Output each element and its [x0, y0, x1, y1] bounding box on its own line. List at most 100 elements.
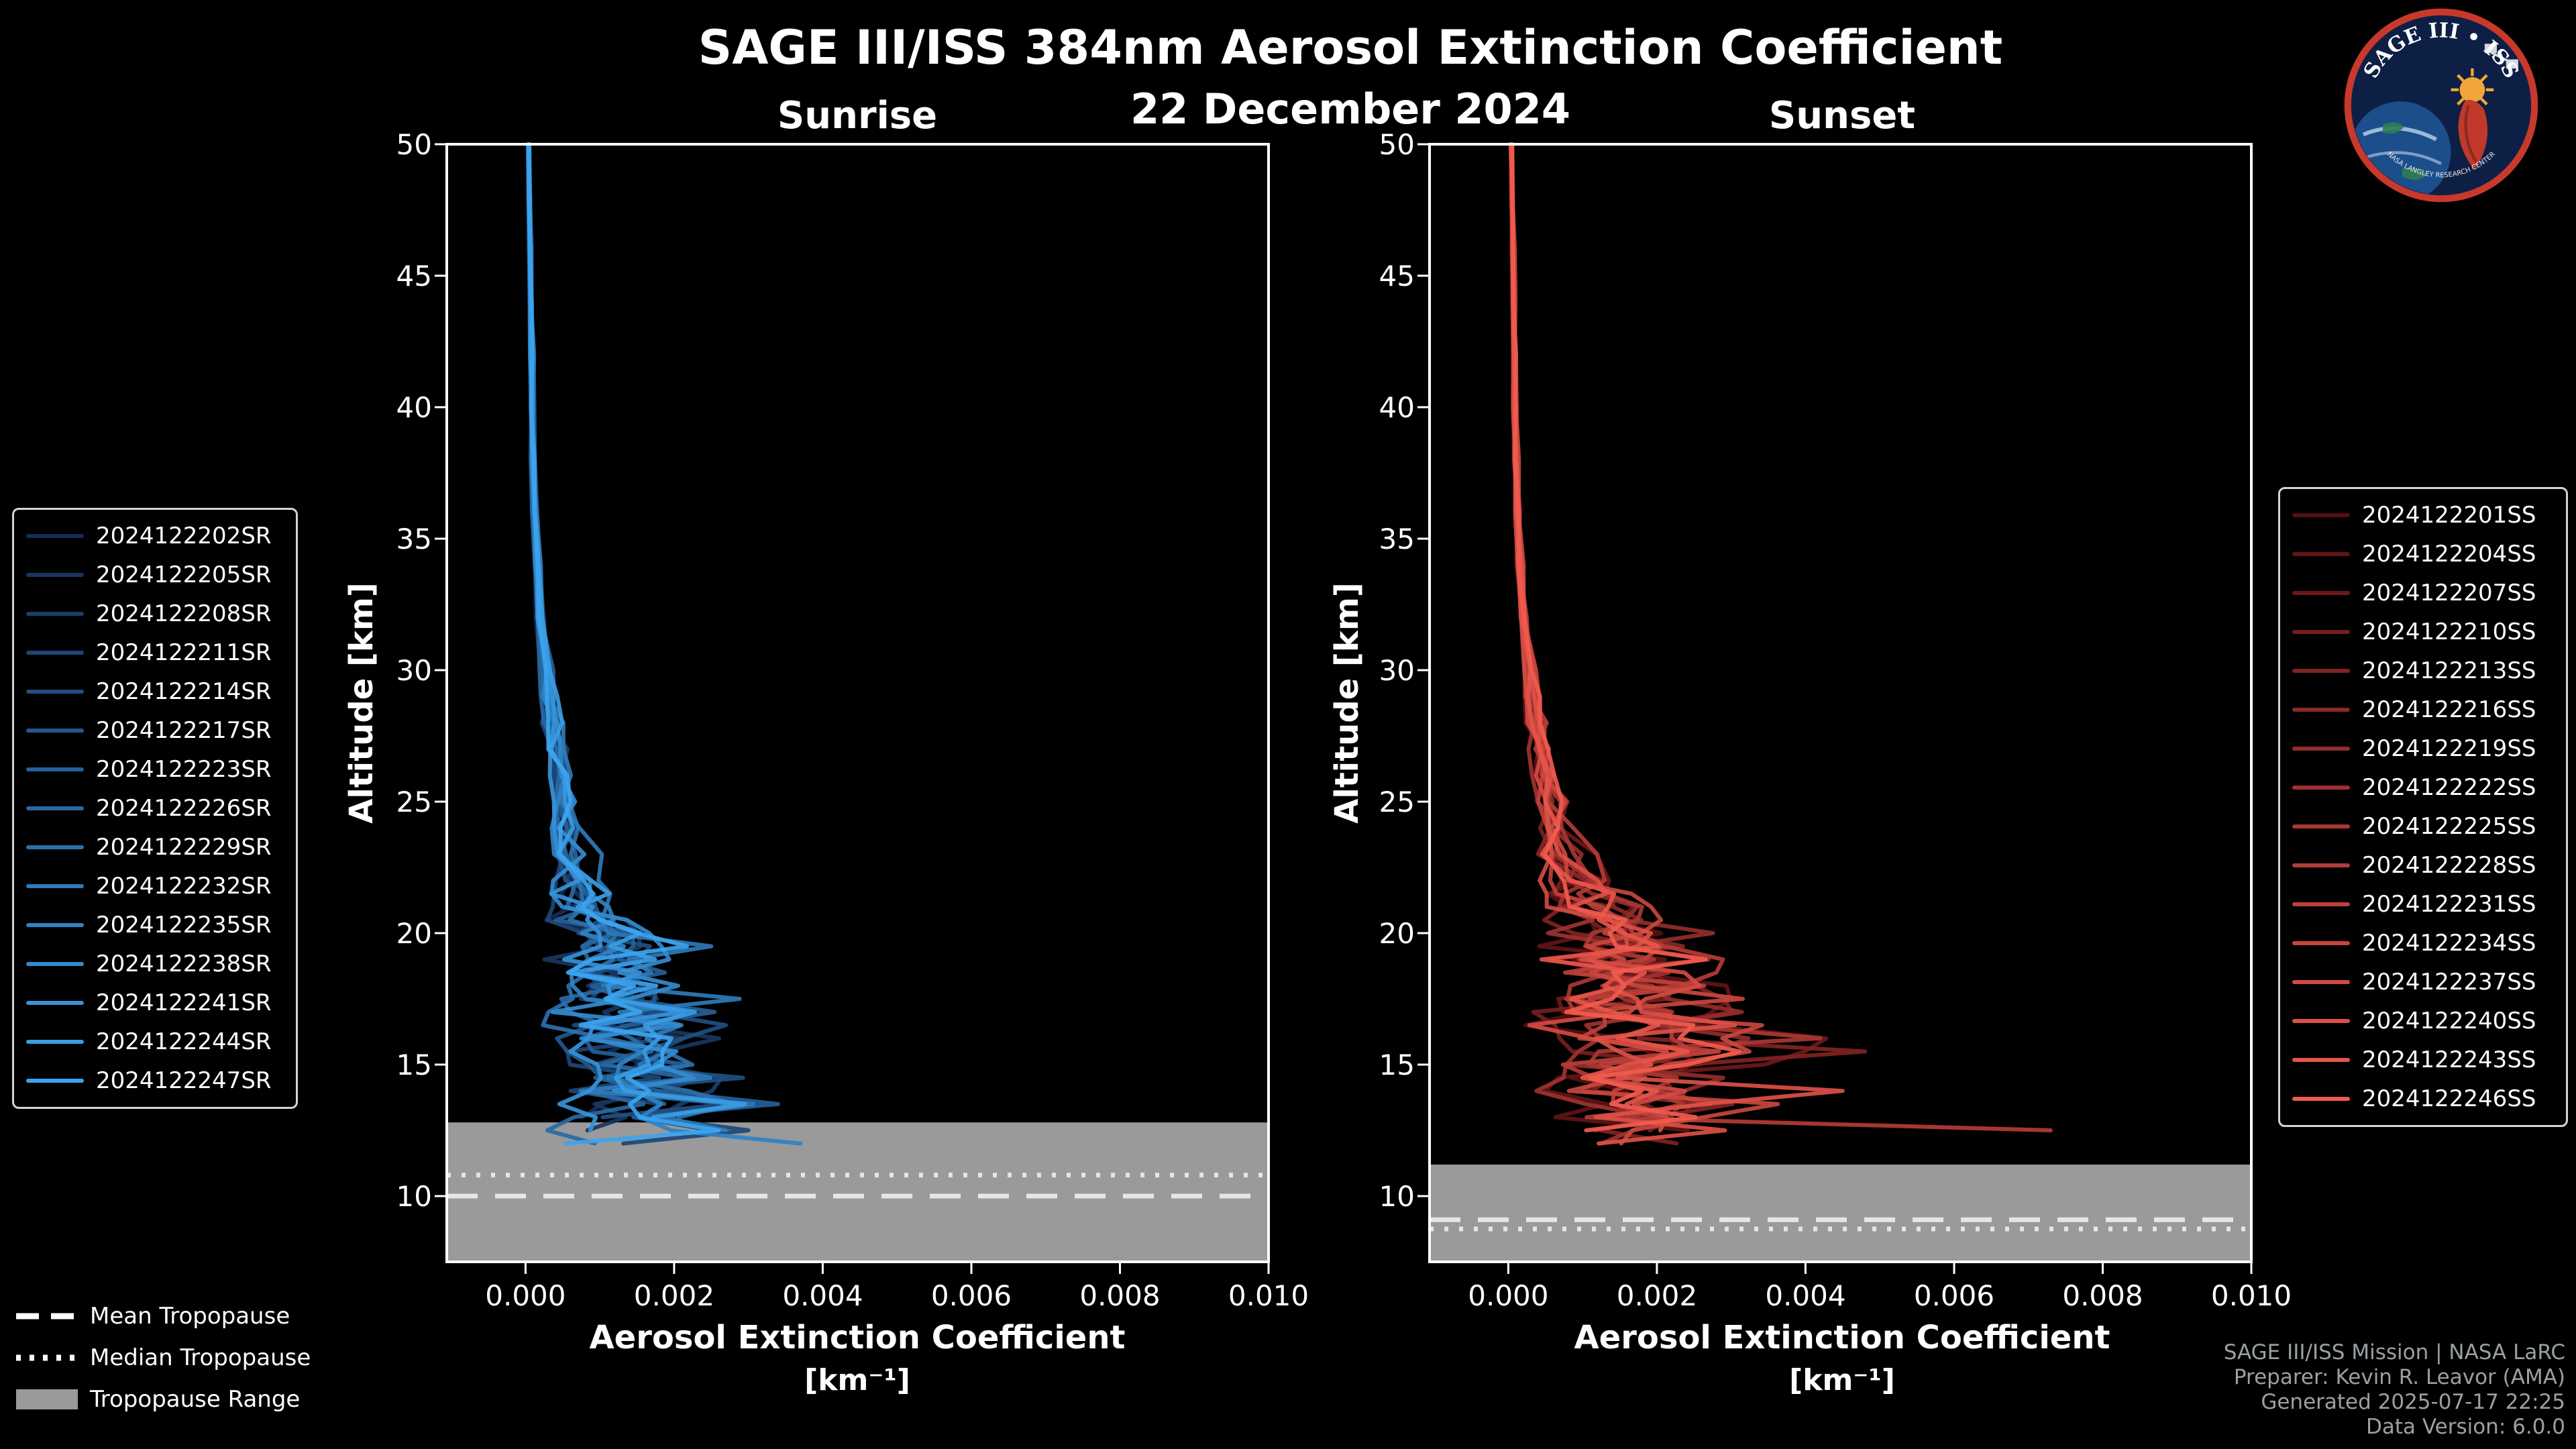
legend-label: 2024122237SS [2362, 969, 2536, 996]
legend-swatch [26, 729, 84, 733]
legend-item: 2024122223SR [14, 750, 296, 789]
legend-item: 2024122237SS [2280, 963, 2566, 1002]
legend-swatch [26, 806, 84, 810]
legend-item: 2024122201SS [2280, 496, 2566, 535]
legend-label: 2024122217SR [96, 717, 272, 744]
median-tropopause-label: Median Tropopause [90, 1344, 311, 1371]
sunset-panel-title: Sunset [1768, 94, 1916, 138]
legend-item: 2024122232SR [14, 867, 296, 906]
mission-credit: SAGE III/ISS Mission | NASA LaRC [2223, 1340, 2565, 1364]
x-tick-label: 0.006 [1913, 1279, 1995, 1312]
figure-title: SAGE III/ISS 384nm Aerosol Extinction Co… [698, 20, 2003, 75]
y-tick-label: 15 [1379, 1049, 1415, 1081]
y-tick-label: 35 [1379, 523, 1415, 555]
legend-label: 2024122201SS [2362, 502, 2536, 529]
legend-swatch [26, 612, 84, 616]
legend-item: 2024122235SR [14, 906, 296, 945]
axes-frame [445, 143, 1270, 1263]
tropopause-range-legend-item: Tropopause Range [16, 1386, 311, 1413]
legend-item: 2024122228SS [2280, 846, 2566, 885]
y-tick-label: 45 [396, 260, 432, 292]
legend-swatch [26, 767, 84, 771]
legend-swatch [26, 884, 84, 888]
mean-tropopause-legend-item: Mean Tropopause [16, 1303, 311, 1330]
legend-label: 2024122240SS [2362, 1008, 2536, 1034]
legend-item: 2024122246SS [2280, 1079, 2566, 1118]
legend-label: 2024122223SR [96, 756, 272, 783]
tropopause-range-band [447, 1122, 1269, 1262]
y-tick-label: 40 [396, 391, 432, 424]
legend-swatch [2292, 708, 2350, 712]
sunrise-plot-area [435, 142, 1270, 1274]
legend-item: 2024122217SR [14, 711, 296, 750]
legend-label: 2024122207SS [2362, 580, 2536, 606]
legend-swatch [26, 1040, 84, 1044]
legend-label: 2024122216SS [2362, 696, 2536, 723]
axes-frame [1428, 143, 2253, 1263]
legend-label: 2024122210SS [2362, 619, 2536, 645]
legend-label: 2024122225SS [2362, 813, 2536, 840]
iss-icon [2484, 44, 2518, 69]
profile-line [1510, 142, 2053, 1132]
profile-line [526, 142, 721, 1146]
legend-item: 2024122205SR [14, 555, 296, 594]
legend-label: 2024122232SR [96, 873, 272, 900]
sunset-x-axis-label: Aerosol Extinction Coefficient [1574, 1319, 2110, 1356]
sage-iii-iss-logo: SAGE III • ISS NASA LANGLEY RESEARCH CEN… [2344, 8, 2538, 203]
y-tick-label: 15 [396, 1049, 432, 1081]
legend-swatch [2292, 630, 2350, 634]
legend-label: 2024122226SR [96, 795, 272, 822]
legend-label: 2024122202SR [96, 523, 272, 549]
legend-label: 2024122243SS [2362, 1046, 2536, 1073]
tropopause-legend: Mean Tropopause Median Tropopause Tropop… [16, 1303, 311, 1413]
sunrise-x-axis-label: Aerosol Extinction Coefficient [589, 1319, 1126, 1356]
legend-label: 2024122244SR [96, 1028, 272, 1055]
y-tick-label: 50 [396, 128, 432, 161]
legend-item: 2024122202SR [14, 517, 296, 555]
y-tick-label: 45 [1379, 260, 1415, 292]
legend-item: 2024122213SS [2280, 651, 2566, 690]
legend-item: 2024122208SR [14, 594, 296, 633]
legend-label: 2024122234SS [2362, 930, 2536, 957]
legend-label: 2024122241SR [96, 989, 272, 1016]
sunrise-legend: 2024122202SR 2024122205SR 2024122208SR 2024… [12, 508, 298, 1109]
legend-label: 2024122219SS [2362, 735, 2536, 762]
legend-item: 2024122204SS [2280, 535, 2566, 574]
x-tick-label: 0.000 [485, 1279, 566, 1312]
legend-label: 2024122231SS [2362, 891, 2536, 918]
legend-item: 2024122214SR [14, 672, 296, 711]
legend-swatch [26, 845, 84, 849]
legend-swatch [2292, 513, 2350, 517]
legend-swatch [2292, 863, 2350, 867]
legend-item: 2024122241SR [14, 983, 296, 1022]
legend-swatch [2292, 941, 2350, 945]
legend-swatch [2292, 1097, 2350, 1101]
legend-item: 2024122244SR [14, 1022, 296, 1061]
legend-item: 2024122219SS [2280, 729, 2566, 768]
legend-item: 2024122210SS [2280, 612, 2566, 651]
legend-swatch [26, 573, 84, 577]
sunset-plot-area [1417, 142, 2253, 1274]
legend-label: 2024122205SR [96, 561, 272, 588]
y-tick-label: 10 [396, 1180, 432, 1213]
profile-line [1510, 142, 1742, 1132]
legend-label: 2024122204SS [2362, 541, 2536, 568]
legend-swatch [26, 923, 84, 927]
y-tick-label: 40 [1379, 391, 1415, 424]
x-tick-label: 0.000 [1468, 1279, 1549, 1312]
legend-swatch [2292, 747, 2350, 751]
legend-item: 2024122240SS [2280, 1002, 2566, 1040]
legend-swatch [26, 534, 84, 538]
y-tick-label: 35 [396, 523, 432, 555]
figure-date: 22 December 2024 [1130, 85, 1570, 133]
mean-tropopause-label: Mean Tropopause [90, 1303, 290, 1330]
legend-swatch [2292, 1058, 2350, 1062]
legend-swatch [2292, 552, 2350, 556]
y-tick-label: 30 [396, 654, 432, 687]
profile-line [525, 142, 751, 1146]
profile-line [1509, 142, 1845, 1146]
legend-swatch [26, 690, 84, 694]
y-tick-label: 25 [1379, 786, 1415, 818]
y-tick-label: 25 [396, 786, 432, 818]
